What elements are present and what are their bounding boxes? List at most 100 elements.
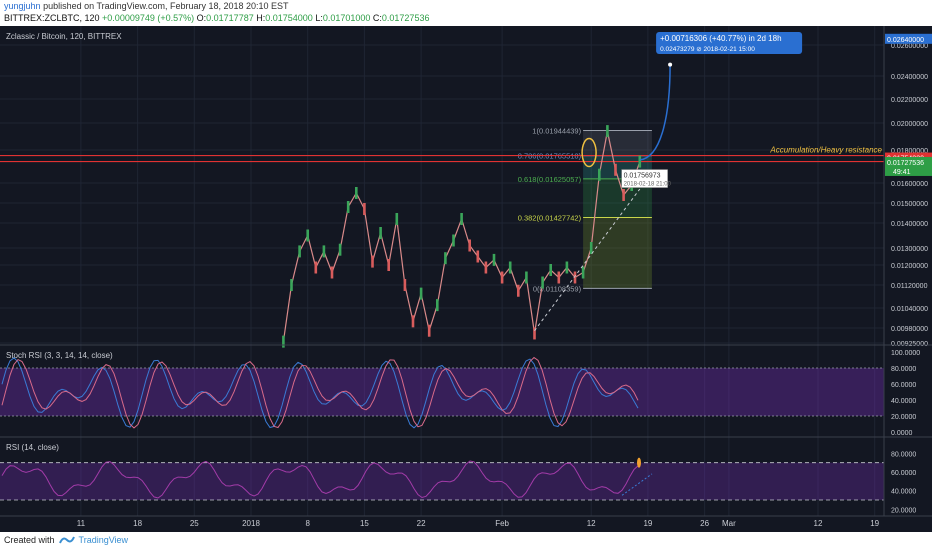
x-tick-label: 19 [643, 519, 652, 528]
publish-text: published on TradingView.com, February 1… [43, 1, 289, 11]
footer: Created with TradingView [4, 535, 128, 545]
y-tick-label: 0.01600000 [891, 181, 928, 188]
price-candle [468, 239, 471, 252]
price-candle [492, 253, 496, 266]
y-tick-label: 0.01300000 [891, 246, 928, 253]
price-candle [314, 261, 318, 274]
price-candle [606, 125, 609, 138]
axes: 11 18 25 2018 8 15 22 Feb 12 19 26 Mar 12 19 0.0260000… [0, 26, 932, 528]
price-candle [371, 255, 374, 268]
price-candle [290, 279, 293, 291]
y-tick-label: 0.00980000 [891, 326, 928, 333]
x-tick-label: 22 [417, 519, 426, 528]
close-value: 0.01727536 [381, 13, 430, 23]
fib-level-label: 0(0.01108359) [533, 284, 582, 293]
x-tick-label: 15 [360, 519, 369, 528]
y-tick-label: 0.02000000 [891, 121, 928, 128]
price-candle [298, 245, 301, 258]
price-marker-label: 0.02640000 [887, 37, 924, 44]
projection-target-text: 0.02473279 ⊘ 2018-02-21 15:00 [660, 46, 755, 53]
stoch-k-line [1, 357, 639, 429]
main-chart-title: Zclassic / Bitcoin, 120, BITTREX [6, 32, 122, 41]
rsi-y-tick: 40.0000 [891, 489, 916, 496]
price-candle [508, 261, 512, 274]
price-candle [622, 189, 625, 201]
publish-info: yungjuhn published on TradingView.com, F… [4, 1, 289, 11]
price-candle [614, 163, 617, 176]
crosshair-price: 0.01756973 [624, 173, 661, 180]
fib-zone-382 [583, 217, 652, 289]
price-candle [557, 271, 561, 284]
high-value: 0.01754000 [265, 13, 313, 23]
y-tick-label: 0.01120000 [891, 283, 928, 290]
low-value: 0.01701000 [322, 13, 371, 23]
x-tick-label: 18 [133, 519, 142, 528]
y-tick-label: 0.01500000 [891, 201, 928, 208]
rsi-pane[interactable] [0, 457, 884, 501]
grid-lines [0, 26, 884, 516]
x-tick-label: 11 [77, 519, 86, 528]
projection-curve [639, 64, 671, 161]
stoch-y-tick: 0.0000 [891, 430, 913, 437]
price-candle [525, 271, 528, 284]
price-candle [436, 299, 439, 312]
x-tick-label: Feb [495, 519, 509, 528]
x-tick-label: 12 [587, 519, 596, 528]
price-candle [484, 261, 488, 274]
price-candle [517, 284, 520, 297]
stoch-rsi-title: Stoch RSI (3, 3, 14, 14, close) [6, 351, 113, 360]
y-tick-label: 0.02200000 [891, 97, 928, 104]
price-candle [427, 324, 431, 337]
price-candle [476, 250, 480, 263]
price-candle [541, 276, 544, 289]
price-candle [573, 271, 577, 284]
y-tick-label: 0.01040000 [891, 306, 928, 313]
price-candle [355, 187, 358, 199]
price-candle [565, 261, 569, 274]
y-tick-label: 0.01200000 [891, 263, 928, 270]
tradingview-logo-icon [58, 536, 75, 544]
x-tick-label: Mar [722, 519, 736, 528]
crosshair-tooltip [621, 169, 668, 188]
rsi-y-tick: 60.0000 [891, 470, 916, 477]
resistance-label: Accumulation/Heavy resistance [769, 146, 882, 155]
price-candle [306, 229, 309, 242]
crosshair-time: 2018-02-18 21:00 [624, 182, 672, 188]
price-candle [549, 264, 552, 276]
fib-level-label: 0.786(0.01765518) [518, 152, 582, 161]
created-with-label: Created with [4, 535, 55, 545]
price-candle [282, 335, 285, 348]
chart-canvas[interactable]: 1(0.01944439) 0.786(0.01765518) 0.618(0.01… [0, 26, 932, 532]
price-candle [338, 243, 342, 256]
open-value: 0.01717787 [206, 13, 254, 23]
x-tick-label: 26 [700, 519, 709, 528]
stoch-d-line [1, 356, 639, 429]
countdown-label: 49:41 [893, 169, 911, 176]
price-candle [363, 203, 366, 215]
rsi-title: RSI (14, close) [6, 443, 59, 452]
price-candle [322, 245, 326, 258]
rsi-y-tick: 80.0000 [891, 451, 916, 458]
author-link[interactable]: yungjuhn [4, 1, 41, 11]
tradingview-brand[interactable]: TradingView [78, 535, 129, 545]
fib-level-label: 0.382(0.01427742) [518, 213, 582, 222]
x-tick-label: 19 [870, 519, 879, 528]
price-candle [452, 234, 455, 247]
price-candle [533, 327, 536, 340]
price-candle [330, 266, 334, 279]
stoch-y-tick: 80.0000 [891, 366, 916, 373]
rsi-highlight-marker [637, 457, 641, 468]
price-candle [403, 279, 407, 291]
price-candle [638, 155, 642, 168]
price-marker [885, 33, 932, 44]
stoch-y-tick: 40.0000 [891, 398, 916, 405]
price-pane[interactable]: 1(0.01944439) 0.786(0.01765518) 0.618(0.01… [0, 32, 884, 348]
stoch-rsi-pane[interactable] [0, 356, 884, 429]
symbol-label: BITTREX:ZCLBTC, 120 [4, 13, 100, 23]
change-value: +0.00009749 (+0.57%) [102, 13, 195, 23]
y-tick-label: 0.02600000 [891, 43, 928, 50]
rsi-y-tick: 20.0000 [891, 507, 916, 514]
price-candle [379, 227, 382, 239]
fib-level-label: 1(0.01944439) [532, 127, 581, 136]
price-candle [460, 213, 463, 225]
